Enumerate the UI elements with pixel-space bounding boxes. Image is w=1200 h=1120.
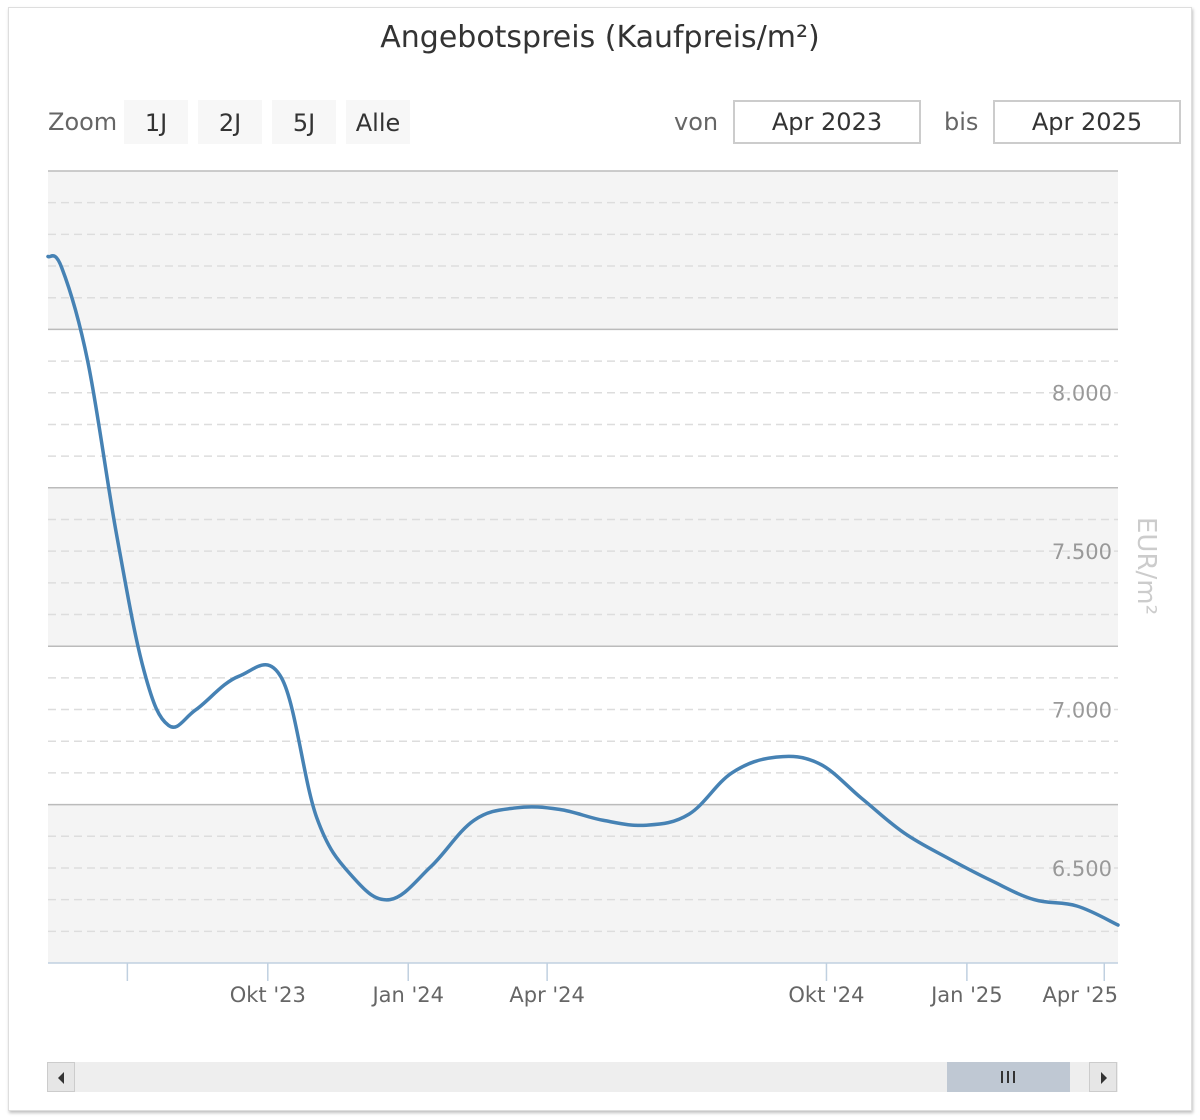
range-to-label: bis (944, 108, 979, 136)
zoom-5j-button[interactable]: 5J (272, 100, 336, 144)
grid-lines (48, 170, 1118, 933)
plot-band (48, 804, 1118, 963)
y-axis-labels: 6.500 7.000 7.500 8.000 (1052, 382, 1112, 881)
y-tick-label: 7.000 (1052, 698, 1112, 722)
y-tick-label: 7.500 (1052, 540, 1112, 564)
range-to-input[interactable]: Apr 2025 (993, 100, 1181, 144)
arrow-left-icon (58, 1072, 64, 1084)
y-tick-label: 8.000 (1052, 382, 1112, 406)
series-line (46, 254, 1120, 927)
x-tick-label: Jan '24 (370, 983, 444, 1007)
navigator-scrollbar-thumb[interactable] (947, 1062, 1070, 1092)
scroll-right-button[interactable] (1089, 1062, 1117, 1092)
x-tick-label: Jan '25 (929, 983, 1003, 1007)
scroll-left-button[interactable] (47, 1062, 75, 1092)
plot-band (48, 487, 1118, 647)
zoom-all-button[interactable]: Alle (346, 100, 410, 144)
chart-title: Angebotspreis (Kaufpreis/m²) (380, 20, 820, 55)
zoom-2j-button[interactable]: 2J (198, 100, 262, 144)
y-tick-label: 6.500 (1052, 857, 1112, 881)
arrow-right-icon (1101, 1072, 1107, 1084)
x-axis: Okt '23 Jan '24 Apr '24 Okt '24 Jan '25 Apr '… (48, 962, 1119, 1007)
plot-band (48, 171, 1118, 330)
zoom-1j-button[interactable]: 1J (124, 100, 188, 144)
range-from-input[interactable]: Apr 2023 (733, 100, 921, 144)
range-from-label: von (674, 108, 719, 136)
x-tick-label: Apr '24 (509, 983, 585, 1007)
y-axis-title: EUR/m² (1131, 517, 1161, 615)
plot-bands (48, 171, 1118, 963)
grip-icon (1001, 1071, 1016, 1083)
zoom-label: Zoom (48, 108, 118, 136)
navigator-scrollbar-track[interactable] (47, 1062, 1118, 1092)
x-tick-label: Okt '24 (788, 983, 864, 1007)
x-tick-label: Okt '23 (230, 983, 306, 1007)
x-tick-label: Apr '25 (1043, 983, 1119, 1007)
series-group (46, 254, 1120, 927)
